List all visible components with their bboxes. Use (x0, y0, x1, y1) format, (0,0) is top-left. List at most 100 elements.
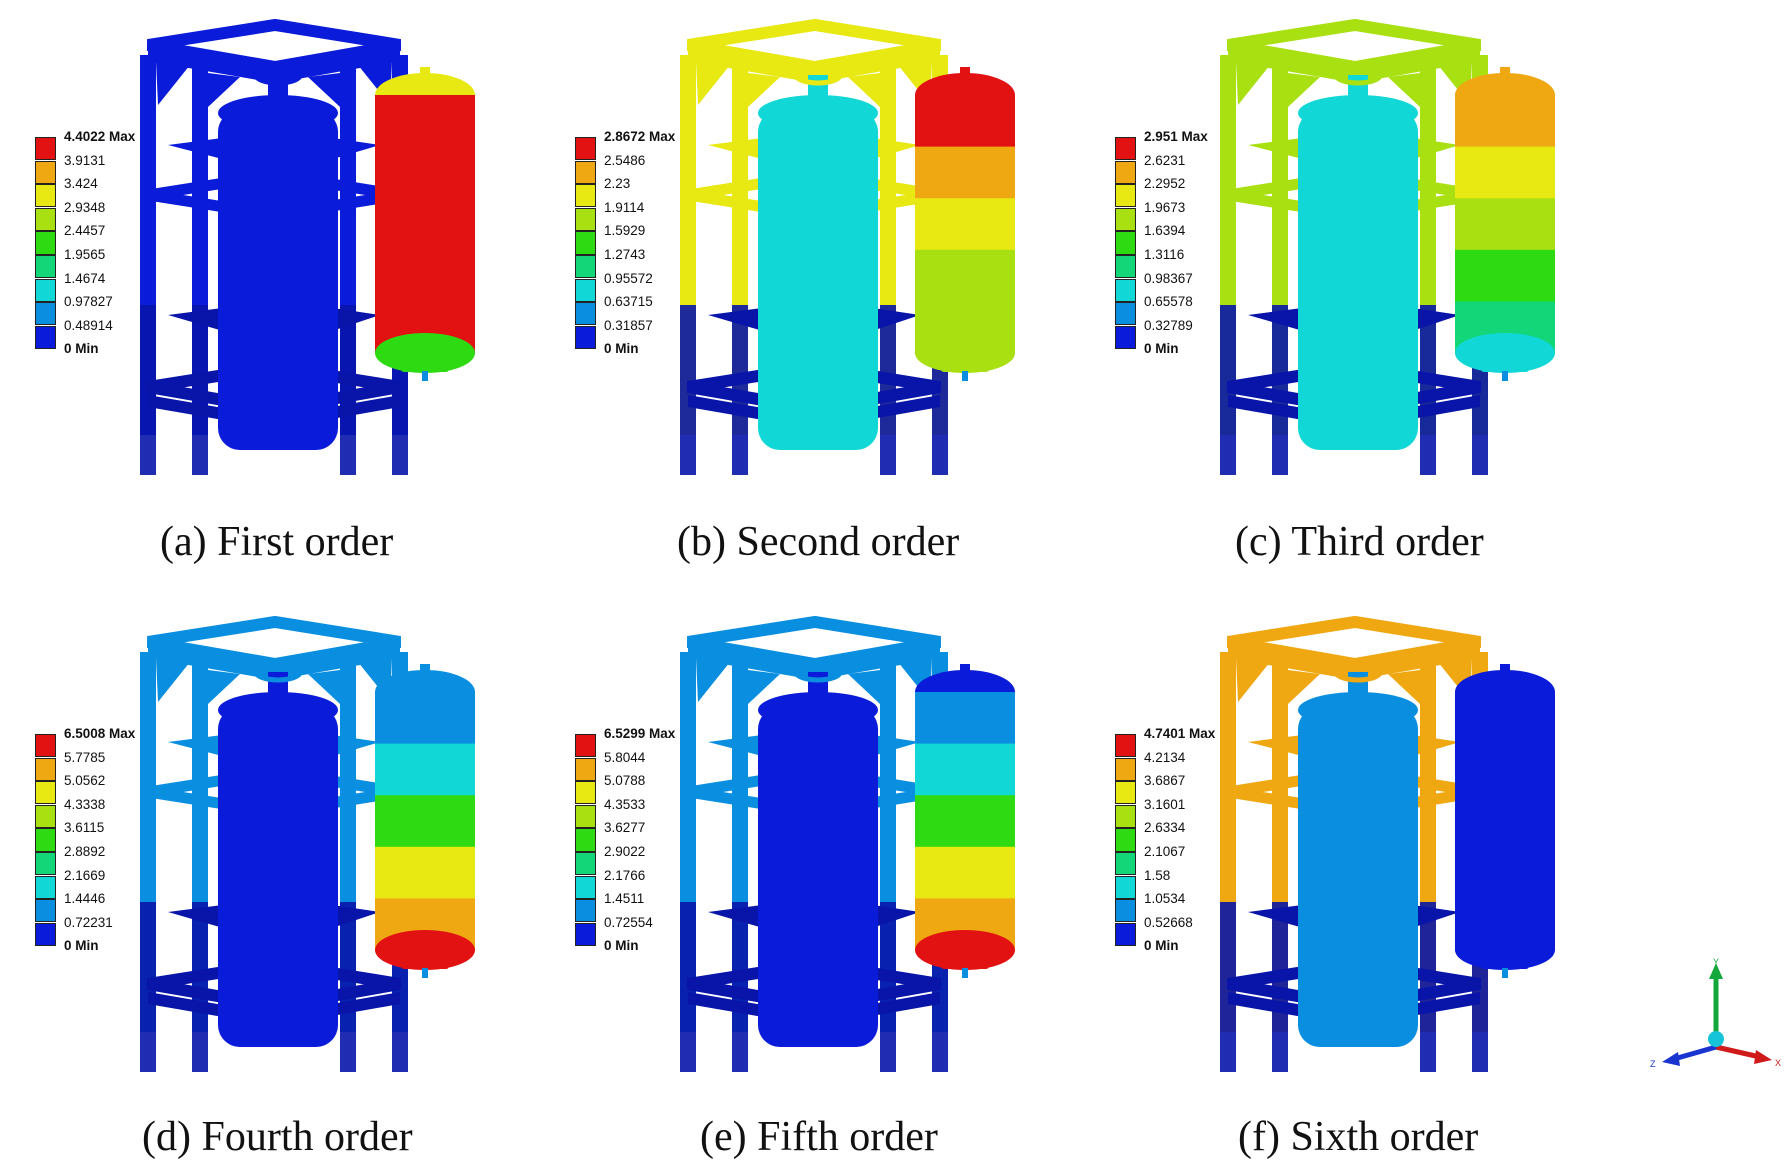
legend-label: 0 Min (64, 938, 99, 954)
legend-entry: 2.23 (575, 176, 755, 208)
legend-swatch (1115, 137, 1136, 161)
legend-label: 1.9673 (1144, 199, 1186, 215)
legend-swatch (1115, 278, 1136, 302)
legend-label: 0 Min (1144, 938, 1179, 954)
fem-model-f (1220, 615, 1555, 1072)
legend-swatch (35, 757, 56, 781)
legend-swatch (1115, 231, 1136, 255)
legend-entry: 2.8892 (35, 844, 215, 876)
legend-swatch (575, 734, 596, 758)
legend-label: 2.1766 (604, 867, 646, 883)
legend-entry: 3.1601 (1115, 797, 1295, 828)
inner-vessel (758, 64, 878, 450)
legend-entry: 3.424 (35, 176, 215, 208)
legend-entry: 2.9022 (575, 844, 755, 876)
legend-swatch (35, 325, 56, 349)
legend-label: 2.8892 (64, 844, 106, 859)
legend-label: 0.65578 (1144, 294, 1193, 310)
legend-label: 0.31857 (604, 317, 653, 333)
legend-swatch (575, 804, 596, 828)
legend-entry: 1.6394 (1115, 223, 1295, 255)
legend-entry: 4.3533 (575, 797, 755, 828)
legend-label: 2.9348 (64, 199, 106, 215)
legend-label: 0.97827 (64, 294, 113, 310)
legend-swatch (35, 899, 56, 923)
legend-swatch (575, 757, 596, 781)
legend-label: 5.0788 (604, 773, 646, 789)
legend-label: 0.63715 (604, 294, 653, 310)
legend-swatch (1115, 302, 1136, 326)
legend-label: 1.9565 (64, 247, 106, 262)
legend-label: 2.8672 Max (604, 129, 676, 144)
legend-entry: 2.1766 (575, 868, 755, 899)
legend-entry: 0 Min (1115, 938, 1295, 969)
legend-swatch (575, 137, 596, 161)
legend-entry: 3.6277 (575, 820, 755, 852)
pressure-vessel (1455, 664, 1555, 978)
pressure-vessel (1455, 67, 1555, 381)
caption-d: (d) Fourth order (142, 1114, 413, 1160)
legend-entry: 1.2743 (575, 247, 755, 279)
legend-label: 0 Min (604, 341, 639, 357)
fem-model-b (680, 18, 1015, 475)
legend-entry: 1.4511 (575, 891, 755, 923)
legend-swatch (1115, 781, 1136, 805)
x-axis-label: X (1775, 1058, 1781, 1068)
legend-label: 2.23 (604, 176, 631, 192)
legend-label: 5.7785 (64, 749, 106, 765)
legend-label: 0 Min (64, 341, 99, 357)
legend-swatch (1115, 852, 1136, 876)
legend-entry: 4.4022 Max (35, 129, 215, 161)
legend-label: 1.4511 (604, 891, 645, 907)
legend-label: 1.6394 (1144, 223, 1186, 239)
legend-entry: 1.3116 (1115, 247, 1295, 279)
legend-label: 1.9114 (604, 199, 645, 215)
legend-label: 1.2743 (604, 247, 646, 262)
legend-entry: 0.63715 (575, 294, 755, 326)
legend-swatch (35, 875, 56, 899)
legend-swatch (35, 231, 56, 255)
inner-vessel (1298, 64, 1418, 450)
legend-entry: 1.4446 (35, 891, 215, 923)
legend-label: 0.98367 (1144, 270, 1193, 286)
legend-label: 1.3116 (1144, 247, 1185, 262)
legend-entry: 4.2134 (1115, 750, 1295, 781)
legend-label: 6.5008 Max (64, 726, 136, 741)
legend-swatch (1115, 899, 1136, 923)
legend-label: 2.9022 (604, 844, 646, 859)
inner-vessel (218, 661, 338, 1047)
legend-swatch (1115, 184, 1136, 208)
legend-entry: 4.3338 (35, 797, 215, 828)
legend-swatch (575, 922, 596, 946)
legend-entry: 0.32789 (1115, 318, 1295, 349)
legend-swatch (35, 302, 56, 326)
legend-swatch (35, 278, 56, 302)
legend-label: 2.6334 (1144, 820, 1186, 836)
legend-label: 4.3338 (64, 796, 106, 812)
legend-swatch (575, 207, 596, 231)
legend-entry: 0.72554 (575, 915, 755, 946)
legend-label: 5.8044 (604, 749, 646, 765)
legend-label: 4.2134 (1144, 749, 1186, 765)
legend-entry: 0 Min (35, 938, 215, 969)
legend-label: 2.951 Max (1144, 129, 1208, 144)
legend-label: 0 Min (604, 938, 639, 954)
legend-entry: 0.95572 (575, 271, 755, 302)
legend-swatch (1115, 255, 1136, 279)
legend-swatch (35, 734, 56, 758)
legend-label: 4.7401 Max (1144, 726, 1216, 741)
legend-entry: 1.5929 (575, 223, 755, 255)
legend-swatch (575, 781, 596, 805)
legend-swatch (1115, 804, 1136, 828)
legend-entry: 5.7785 (35, 750, 215, 781)
panel-a: 4.4022 Max 3.9131 3.424 2.9348 2.4457 1.9565 1… (30, 15, 590, 535)
legend-label: 3.9131 (64, 152, 106, 168)
legend-label: 2.5486 (604, 152, 646, 168)
legend-entry: 3.6867 (1115, 773, 1295, 805)
z-axis-label: Z (1650, 1059, 1656, 1069)
inner-vessel (758, 661, 878, 1047)
legend-label: 5.0562 (64, 773, 106, 789)
legend-swatch (35, 255, 56, 279)
legend-swatch (35, 137, 56, 161)
caption-e: (e) Fifth order (700, 1114, 938, 1160)
